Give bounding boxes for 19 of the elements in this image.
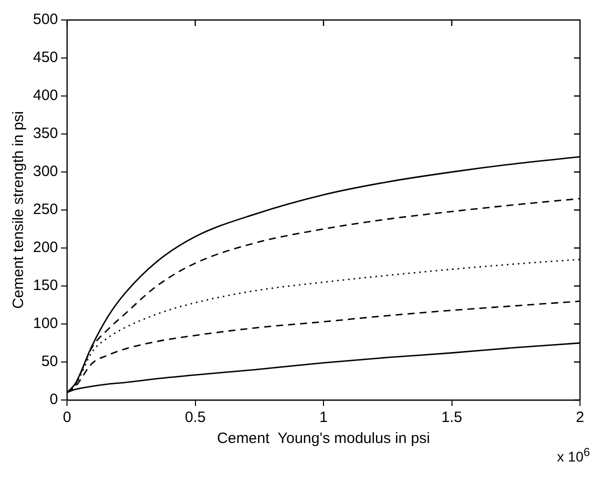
x-tick-label: 2 (576, 409, 584, 426)
text: x 10$^{6}$ (557, 446, 590, 465)
x-tick-label: 1.5 (441, 409, 462, 426)
y-tick-label: 150 (32, 277, 58, 294)
x-tick-label: 0.5 (184, 409, 206, 426)
x-axis-title: Cement Young's modulus in psi (217, 430, 430, 448)
y-axis-title: Cement tensile strength in psi (10, 111, 28, 309)
y-tick-label: 350 (32, 125, 58, 142)
y-tick-label: 300 (32, 163, 58, 180)
y-tick-label: 250 (32, 201, 58, 218)
y-tick-label: 450 (32, 49, 58, 66)
y-tick-label: 500 (32, 11, 58, 28)
y-tick-label: 0 (50, 391, 58, 408)
x-tick-label: 1 (319, 409, 328, 426)
x-tick-label: 0 (62, 409, 72, 426)
y-tick-label: 50 (41, 353, 58, 370)
y-tick-label: 100 (32, 315, 58, 332)
y-tick-label: 400 (32, 87, 58, 104)
y-tick-label: 200 (32, 239, 58, 256)
